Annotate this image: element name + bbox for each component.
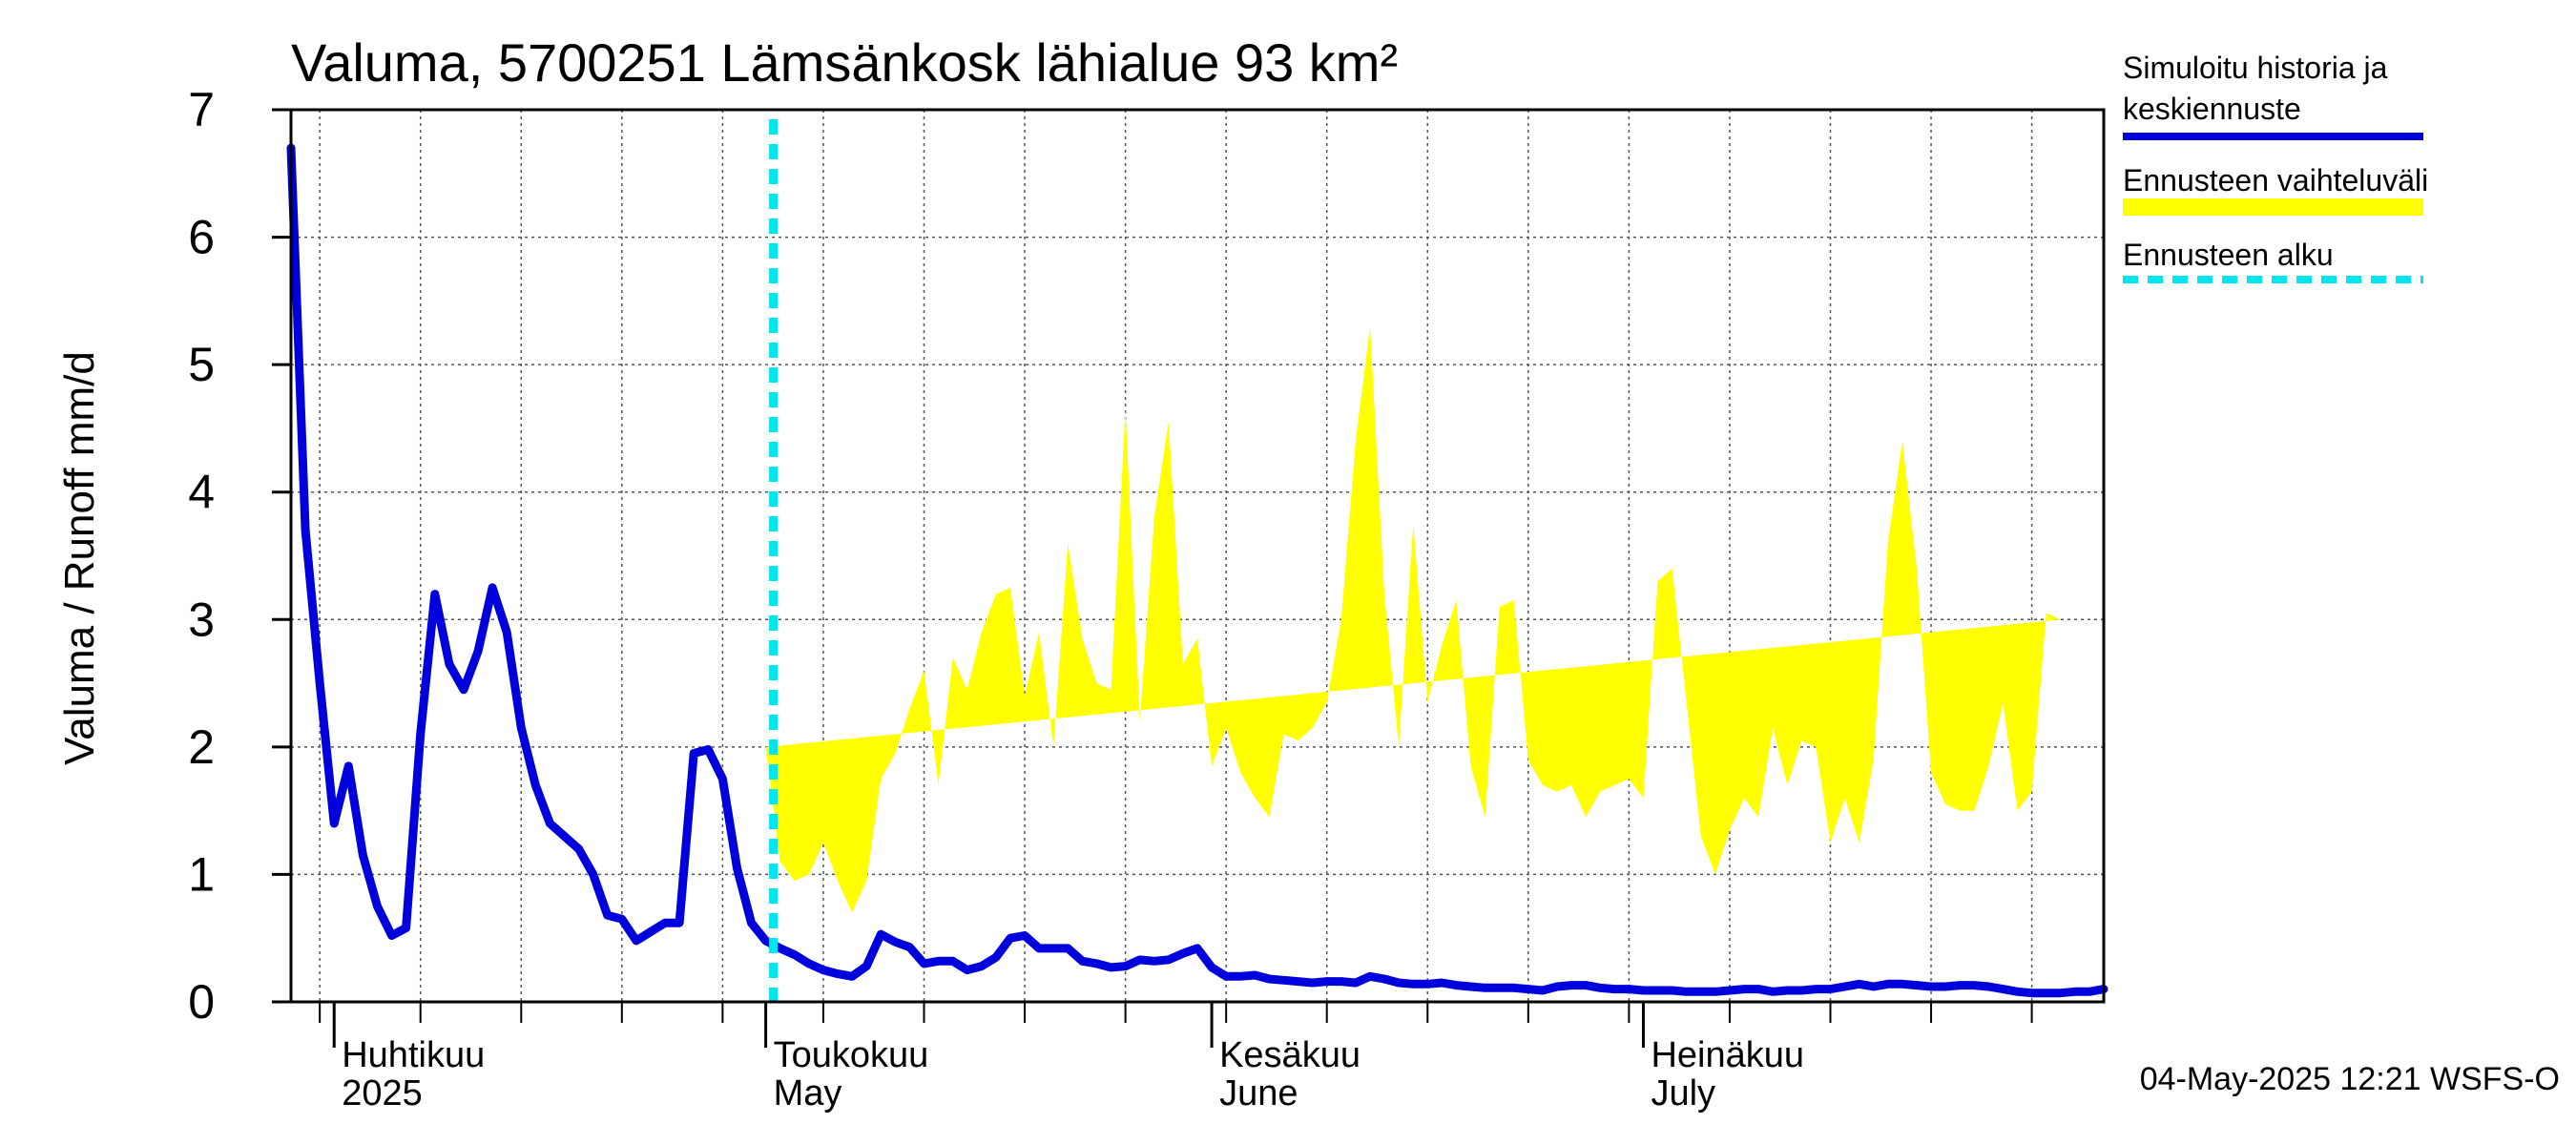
legend-label: keskiennuste [2123, 92, 2301, 126]
y-tick-label: 1 [188, 847, 215, 901]
x-tick-label-sub: 2025 [342, 1073, 423, 1114]
x-tick-label-month: Heinäkuu [1651, 1035, 1804, 1075]
y-tick-label: 3 [188, 593, 215, 646]
mean-forecast-line-layer [286, 143, 2109, 998]
y-tick-label: 2 [188, 720, 215, 774]
x-tick-label-month: Toukokuu [774, 1035, 929, 1075]
footer-timestamp: 04-May-2025 12:21 WSFS-O [2140, 1061, 2560, 1097]
y-tick-label: 0 [188, 975, 215, 1029]
forecast-range-band [765, 326, 2061, 913]
y-axis-label: Valuma / Runoff mm/d [56, 351, 103, 765]
x-tick-label-sub: May [774, 1073, 842, 1114]
chart-title: Valuma, 5700251 Lämsänkosk lähialue 93 k… [291, 32, 1398, 93]
y-tick-label: 7 [188, 83, 215, 136]
y-tick-label: 6 [188, 211, 215, 264]
legend-label: Ennusteen alku [2123, 238, 2334, 272]
legend-label: Simuloitu historia ja [2123, 51, 2388, 85]
y-axis-ticks: 0 1 2 3 4 5 6 7 [188, 83, 291, 1029]
x-tick-label-month: Kesäkuu [1219, 1035, 1361, 1075]
y-tick-label: 4 [188, 466, 215, 519]
x-tick-label-sub: July [1651, 1073, 1715, 1114]
forecast-range-area [765, 326, 2061, 913]
grid [291, 110, 2104, 1002]
mean-forecast-line [286, 143, 2109, 998]
plot-frame [289, 108, 2106, 1004]
y-tick-label: 5 [188, 338, 215, 391]
legend-swatch-band [2123, 198, 2423, 216]
legend-label: Ennusteen vaihteluväli [2123, 163, 2428, 198]
x-tick-label-month: Huhtikuu [342, 1035, 485, 1075]
x-tick-label-sub: June [1219, 1073, 1298, 1114]
legend: Simuloitu historia ja keskiennuste Ennuste… [2123, 51, 2428, 283]
